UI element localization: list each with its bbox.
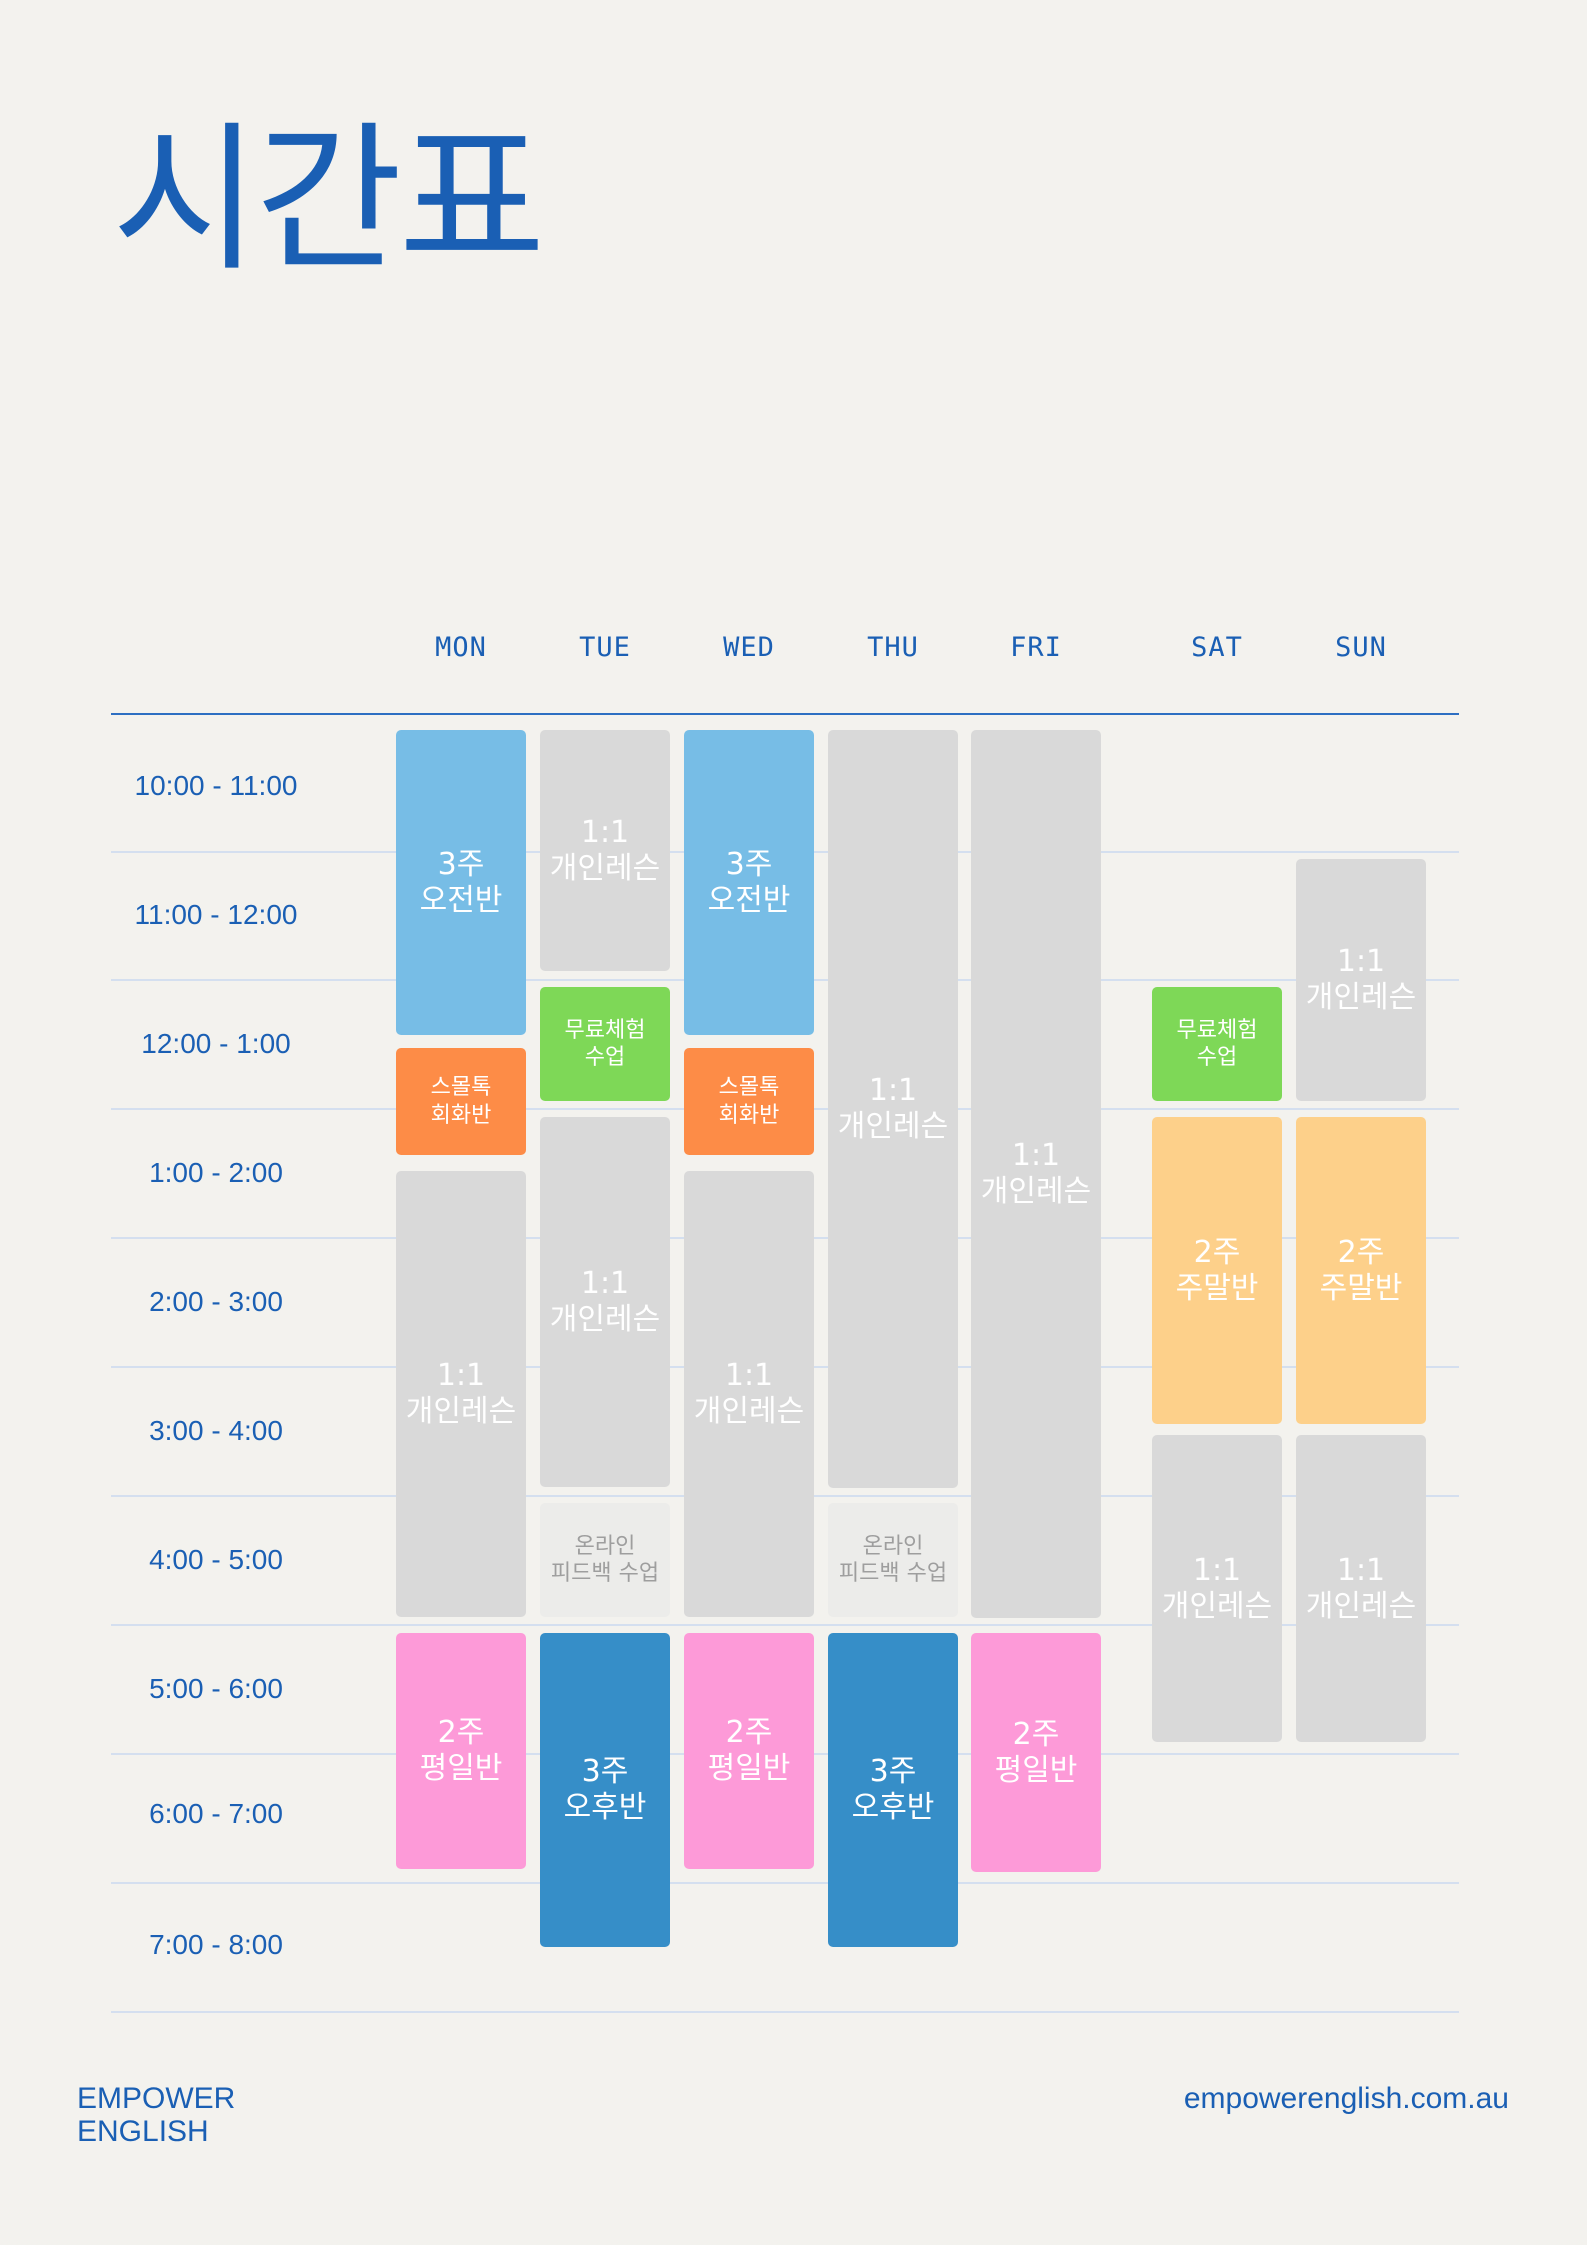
class-block-mon-morning3[interactable]: 3주 오전반 (396, 730, 526, 1035)
time-label: 12:00 - 1:00 (141, 1028, 291, 1059)
class-block-sat-trial[interactable]: 무료체험 수업 (1152, 987, 1282, 1101)
day-header-fri: FRI (1010, 632, 1062, 663)
time-label: 6:00 - 7:00 (149, 1798, 283, 1829)
class-block-mon-smalltalk[interactable]: 스몰톡 회화반 (396, 1048, 526, 1155)
class-block-thu-online[interactable]: 온라인 피드백 수업 (828, 1503, 958, 1617)
time-label: 4:00 - 5:00 (149, 1544, 283, 1575)
brand-line-1: EMPOWER (77, 2082, 236, 2115)
class-block-wed-private[interactable]: 1:1 개인레슨 (684, 1171, 814, 1617)
row-divider (111, 2011, 1459, 2013)
brand-name: EMPOWER ENGLISH (77, 2082, 235, 2148)
class-block-tue-trial[interactable]: 무료체험 수업 (540, 987, 670, 1101)
header-divider (111, 713, 1459, 715)
day-header-tue: TUE (579, 632, 631, 663)
time-label: 11:00 - 12:00 (134, 899, 298, 930)
time-label: 10:00 - 11:00 (134, 770, 298, 801)
class-block-wed-smalltalk[interactable]: 스몰톡 회화반 (684, 1048, 814, 1155)
class-block-mon-weekday2[interactable]: 2주 평일반 (396, 1633, 526, 1869)
brand-line-2: ENGLISH (77, 2115, 209, 2148)
day-header-mon: MON (435, 632, 487, 663)
day-header-sun: SUN (1335, 632, 1387, 663)
row-divider (111, 1882, 1459, 1884)
class-block-mon-private[interactable]: 1:1 개인레슨 (396, 1171, 526, 1617)
class-block-tue-private-pm[interactable]: 1:1 개인레슨 (540, 1117, 670, 1487)
class-block-tue-afternoon3[interactable]: 3주 오후반 (540, 1633, 670, 1947)
time-label: 5:00 - 6:00 (149, 1673, 283, 1704)
class-block-sat-weekend2[interactable]: 2주 주말반 (1152, 1117, 1282, 1424)
class-block-thu-private[interactable]: 1:1 개인레슨 (828, 730, 958, 1488)
website-link[interactable]: empowerenglish.com.au (1183, 2082, 1509, 2115)
class-block-thu-afternoon3[interactable]: 3주 오후반 (828, 1633, 958, 1947)
time-label: 3:00 - 4:00 (149, 1415, 283, 1446)
page-title: 시간표 (112, 106, 546, 293)
class-block-wed-morning3[interactable]: 3주 오전반 (684, 730, 814, 1035)
class-block-wed-weekday2[interactable]: 2주 평일반 (684, 1633, 814, 1869)
class-block-sun-weekend2[interactable]: 2주 주말반 (1296, 1117, 1426, 1424)
day-header-wed: WED (723, 632, 775, 663)
class-block-sun-private-am[interactable]: 1:1 개인레슨 (1296, 859, 1426, 1101)
time-label: 1:00 - 2:00 (149, 1157, 283, 1188)
class-block-fri-weekday2[interactable]: 2주 평일반 (971, 1633, 1101, 1872)
time-label: 7:00 - 8:00 (149, 1929, 283, 1960)
row-divider (111, 1624, 1459, 1626)
class-block-tue-private-am[interactable]: 1:1 개인레슨 (540, 730, 670, 971)
class-block-tue-online[interactable]: 온라인 피드백 수업 (540, 1503, 670, 1617)
class-block-sun-private-pm[interactable]: 1:1 개인레슨 (1296, 1435, 1426, 1742)
day-header-sat: SAT (1191, 632, 1243, 663)
time-label: 2:00 - 3:00 (149, 1286, 283, 1317)
class-block-sat-private[interactable]: 1:1 개인레슨 (1152, 1435, 1282, 1742)
class-block-fri-private[interactable]: 1:1 개인레슨 (971, 730, 1101, 1618)
day-header-thu: THU (867, 632, 919, 663)
